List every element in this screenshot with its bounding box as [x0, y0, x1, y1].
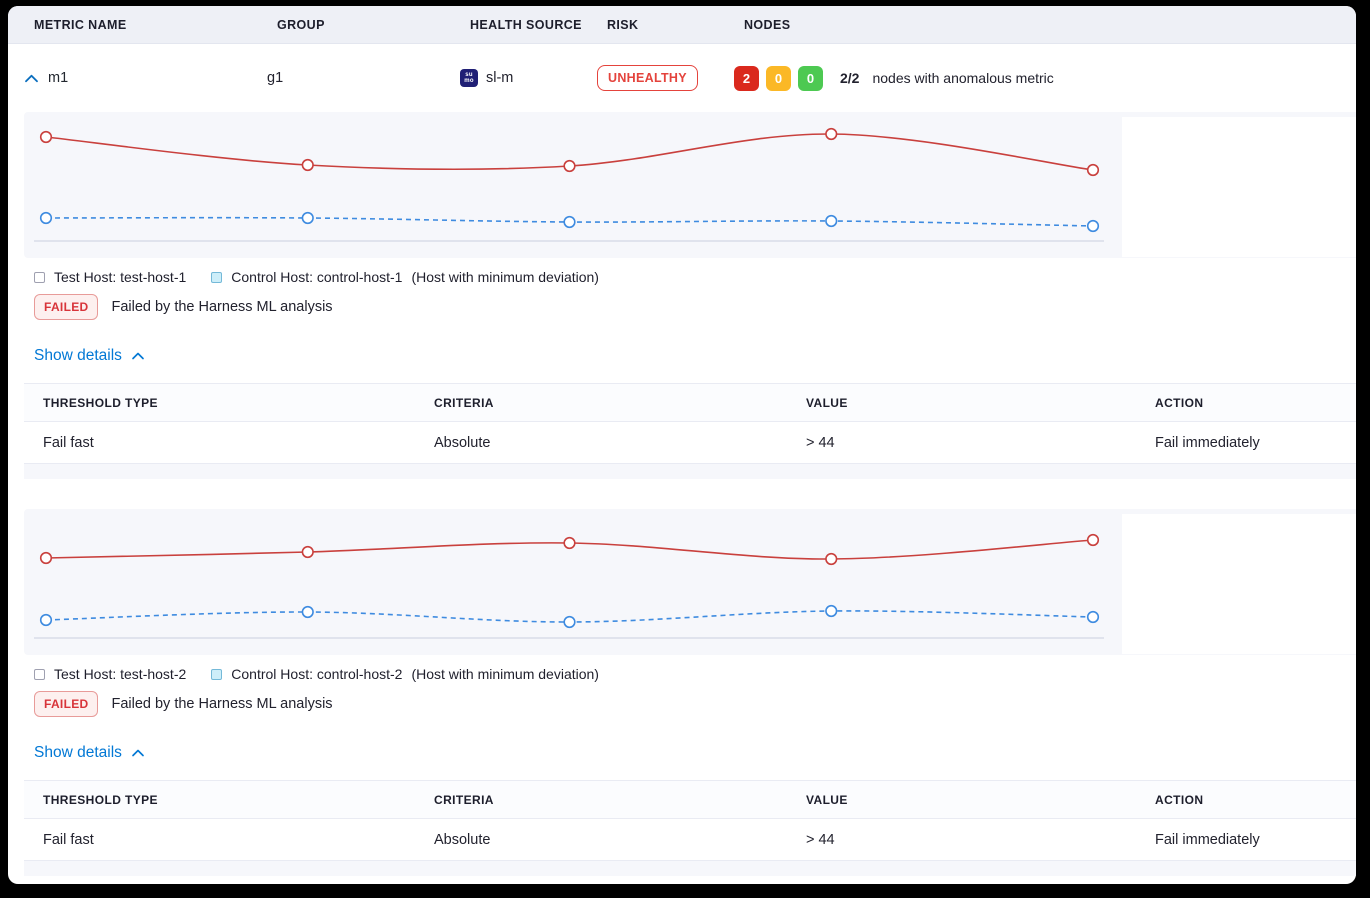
chart-legend-2: Test Host: test-host-2 Control Host: con… [34, 666, 1356, 682]
metric-chart-card-2 [24, 509, 1356, 655]
threshold-table-header: THRESHOLD TYPE CRITERIA VALUE ACTION [24, 781, 1356, 819]
collapse-chevron-icon[interactable] [24, 68, 48, 88]
failed-status-message: Failed by the Harness ML analysis [111, 696, 333, 712]
column-header-metric-name: METRIC NAME [34, 17, 127, 32]
metric-comparison-chart-2[interactable] [24, 509, 1122, 655]
col-value: VALUE [806, 395, 848, 410]
col-criteria: CRITERIA [434, 395, 494, 410]
health-source-label: sl-m [486, 70, 514, 86]
chart-legend-1: Test Host: test-host-1 Control Host: con… [34, 269, 1356, 285]
risk-cell: UNHEALTHY [597, 65, 734, 91]
col-action: ACTION [1155, 792, 1204, 807]
show-details-toggle-2[interactable]: Show details [34, 744, 145, 762]
test-host-swatch-icon [34, 668, 45, 680]
health-source-cell: su mo sl-m [460, 69, 597, 87]
analysis-status-row-1: FAILED Failed by the Harness ML analysis [34, 294, 1356, 320]
threshold-table-row: Fail fast Absolute > 44 Fail immediately [24, 422, 1356, 464]
failed-status-badge: FAILED [34, 294, 99, 320]
criteria-value: Absolute [434, 434, 491, 451]
host-panel-1: Test Host: test-host-1 Control Host: con… [8, 112, 1356, 479]
test-host-label: Test Host: test-host-1 [54, 269, 187, 285]
column-header-group: GROUP [277, 17, 325, 32]
failed-status-message: Failed by the Harness ML analysis [111, 299, 333, 315]
analysis-status-row-2: FAILED Failed by the Harness ML analysis [34, 691, 1356, 717]
col-criteria: CRITERIA [434, 792, 494, 807]
threshold-type-value: Fail fast [43, 831, 94, 848]
chevron-up-icon [132, 749, 144, 757]
chevron-up-icon [132, 352, 144, 360]
metric-row[interactable]: m1 g1 su mo sl-m UNHEALTHY 2 0 0 2/2 nod… [8, 44, 1356, 112]
healthy-nodes-count-badge: 0 [798, 65, 823, 91]
legend-item-control-host-1[interactable]: Control Host: control-host-1 (Host with … [211, 269, 599, 285]
nodes-caption: nodes with anomalous metric [872, 70, 1054, 86]
host-panel-2: Test Host: test-host-2 Control Host: con… [8, 509, 1356, 876]
metric-chart-card-1 [24, 112, 1356, 258]
control-host-label: Control Host: control-host-2 [231, 666, 403, 682]
nodes-ratio: 2/2 [840, 70, 860, 86]
show-details-label: Show details [34, 347, 122, 364]
anomalous-nodes-count-badge: 2 [734, 65, 759, 91]
show-details-label: Show details [34, 744, 122, 761]
chart-empty-area-1 [1122, 117, 1356, 257]
action-value: Fail immediately [1155, 434, 1260, 451]
col-threshold-type: THRESHOLD TYPE [43, 792, 158, 807]
sumo-icon-text-2: mo [464, 78, 474, 84]
action-value: Fail immediately [1155, 831, 1260, 848]
threshold-type-value: Fail fast [43, 434, 94, 451]
verification-metrics-page: METRIC NAME GROUP HEALTH SOURCE RISK NOD… [8, 6, 1356, 884]
col-threshold-type: THRESHOLD TYPE [43, 395, 158, 410]
control-host-swatch-icon [211, 668, 223, 680]
legend-item-test-host-1[interactable]: Test Host: test-host-1 [34, 269, 186, 285]
test-host-label: Test Host: test-host-2 [54, 666, 187, 682]
test-host-swatch-icon [34, 271, 45, 283]
metric-group: g1 [267, 70, 284, 86]
col-value: VALUE [806, 792, 848, 807]
control-host-note: (Host with minimum deviation) [411, 666, 599, 682]
threshold-details-table-1: THRESHOLD TYPE CRITERIA VALUE ACTION Fai… [24, 383, 1356, 479]
control-host-swatch-icon [211, 271, 223, 283]
risk-status-badge: UNHEALTHY [597, 65, 698, 91]
value-value: > 44 [806, 434, 835, 451]
value-value: > 44 [806, 831, 835, 848]
column-header-health-source: HEALTH SOURCE [470, 17, 582, 32]
show-details-toggle-1[interactable]: Show details [34, 347, 145, 365]
col-action: ACTION [1155, 395, 1204, 410]
threshold-details-table-2: THRESHOLD TYPE CRITERIA VALUE ACTION Fai… [24, 780, 1356, 876]
threshold-table-header: THRESHOLD TYPE CRITERIA VALUE ACTION [24, 384, 1356, 422]
nodes-cell: 2 0 0 2/2 nodes with anomalous metric [734, 65, 1356, 91]
criteria-value: Absolute [434, 831, 491, 848]
sumo-icon-text-1: su [465, 71, 473, 78]
metric-comparison-chart-1[interactable] [24, 112, 1122, 258]
warning-nodes-count-badge: 0 [766, 65, 791, 91]
control-host-note: (Host with minimum deviation) [411, 269, 599, 285]
metrics-table-header: METRIC NAME GROUP HEALTH SOURCE RISK NOD… [8, 6, 1356, 44]
legend-item-control-host-2[interactable]: Control Host: control-host-2 (Host with … [211, 666, 599, 682]
chart-empty-area-2 [1122, 514, 1356, 654]
metric-name: m1 [48, 70, 69, 86]
panel-divider [8, 479, 1356, 509]
sumo-logic-icon: su mo [460, 69, 478, 87]
column-header-nodes: NODES [744, 17, 791, 32]
failed-status-badge: FAILED [34, 691, 99, 717]
column-header-risk: RISK [607, 17, 639, 32]
threshold-table-row: Fail fast Absolute > 44 Fail immediately [24, 819, 1356, 861]
metric-name-cell: m1 [24, 68, 267, 88]
legend-item-test-host-2[interactable]: Test Host: test-host-2 [34, 666, 186, 682]
control-host-label: Control Host: control-host-1 [231, 269, 403, 285]
